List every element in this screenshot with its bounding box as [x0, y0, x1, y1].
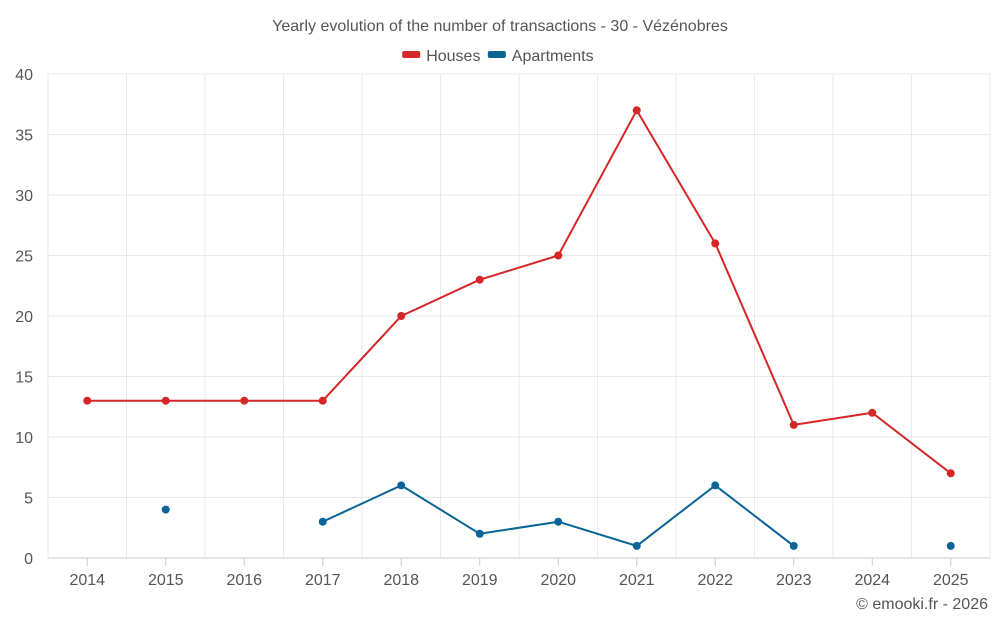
- x-tick-label: 2017: [305, 572, 341, 589]
- y-tick-label: 40: [15, 67, 33, 84]
- houses-point[interactable]: [711, 239, 720, 248]
- apartments-point[interactable]: [789, 541, 798, 550]
- apartments-point[interactable]: [475, 529, 484, 538]
- y-tick-label: 25: [15, 249, 33, 266]
- houses-point[interactable]: [475, 275, 484, 284]
- series-houses: [83, 106, 955, 478]
- x-tick-label: 2016: [226, 572, 262, 589]
- x-tick-label: 2015: [148, 572, 184, 589]
- chart-title: Yearly evolution of the number of transa…: [272, 18, 728, 35]
- houses-point[interactable]: [397, 312, 406, 320]
- y-tick-label: 35: [15, 128, 33, 145]
- apartments-point[interactable]: [554, 517, 563, 526]
- x-tick-label: 2025: [933, 572, 969, 589]
- legend-apartments-label[interactable]: Apartments: [512, 48, 594, 65]
- x-tick-label: 2020: [540, 572, 576, 589]
- apartments-point[interactable]: [397, 481, 406, 490]
- houses-point[interactable]: [868, 408, 877, 417]
- x-tick-label: 2019: [462, 572, 498, 589]
- apartments-point[interactable]: [946, 541, 955, 550]
- houses-point[interactable]: [161, 396, 170, 405]
- houses-point[interactable]: [789, 420, 798, 429]
- x-tick-label: 2018: [383, 572, 419, 589]
- houses-point[interactable]: [318, 396, 327, 405]
- y-tick-label: 30: [15, 188, 33, 205]
- houses-point[interactable]: [83, 396, 92, 405]
- grid: [47, 73, 991, 558]
- apartments-point[interactable]: [161, 505, 170, 514]
- houses-line: [87, 109, 952, 475]
- legend-houses-swatch[interactable]: [402, 51, 421, 58]
- apartments-point[interactable]: [711, 481, 720, 490]
- y-tick-label: 10: [15, 430, 33, 447]
- series-layer: [83, 106, 955, 550]
- legend: Houses Apartments: [402, 48, 594, 65]
- y-tick-label: 15: [15, 370, 33, 387]
- apartments-point[interactable]: [632, 541, 641, 550]
- x-tick-label: 2021: [619, 572, 655, 589]
- houses-point[interactable]: [632, 106, 641, 115]
- y-tick-label: 5: [24, 491, 33, 508]
- apartments-line: [322, 484, 795, 547]
- x-tick-label: 2022: [697, 572, 733, 589]
- y-tick-label: 0: [24, 551, 33, 568]
- apartments-point[interactable]: [318, 517, 327, 526]
- y-tick-label: 20: [15, 309, 33, 326]
- houses-point[interactable]: [946, 469, 955, 478]
- legend-houses-label[interactable]: Houses: [426, 48, 480, 65]
- x-tick-label: 2014: [69, 572, 105, 589]
- x-tick-label: 2024: [854, 572, 890, 589]
- houses-point[interactable]: [554, 251, 563, 260]
- credit-text: © emooki.fr - 2026: [856, 596, 988, 613]
- houses-point[interactable]: [240, 396, 249, 405]
- legend-apartments-swatch[interactable]: [487, 51, 506, 58]
- x-tick-label: 2023: [776, 572, 812, 589]
- series-apartments: [161, 481, 955, 550]
